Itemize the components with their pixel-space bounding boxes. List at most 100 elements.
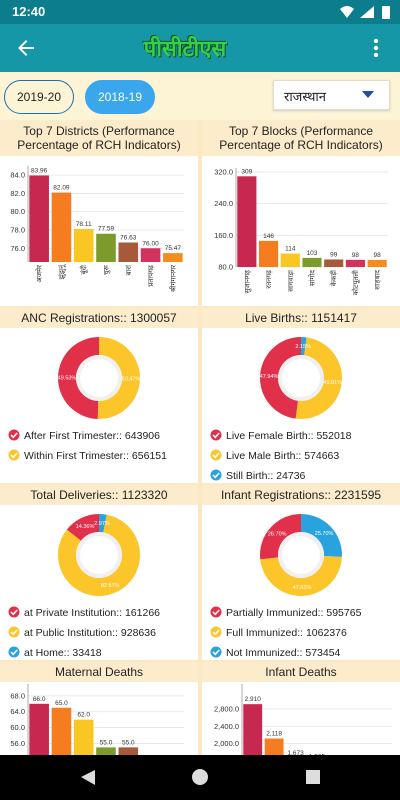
legend-label: Partially Immunized:: 595765 <box>226 607 362 619</box>
legend-icon <box>210 626 222 638</box>
value-label: 82.09 <box>53 185 70 192</box>
slice-label: 26.70% <box>268 532 287 538</box>
x-tick-label: केकड़ी <box>329 270 338 286</box>
legend-label: Still Birth:: 24736 <box>226 470 306 482</box>
x-tick-label: बारां <box>125 265 133 276</box>
value-label: 98 <box>374 252 382 259</box>
legend-label: at Home:: 33418 <box>24 647 102 659</box>
bar <box>140 248 161 262</box>
legend-label: Live Female Birth:: 552018 <box>226 430 352 442</box>
slice-label: 82.67% <box>101 583 120 589</box>
x-tick-label: बूंदी <box>79 265 88 275</box>
value-label: 2,910 <box>245 696 262 703</box>
legend-check <box>212 472 220 479</box>
panel-header: Top 7 Blocks (Performance Percentage of … <box>202 120 400 156</box>
legend-label: Full Immunized:: 1062376 <box>226 627 347 639</box>
bar-chart: 76.0 78.0 80.0 82.0 84.0 83.96 अजमेर 82.09 झुंझु… <box>10 166 184 292</box>
slice-label: 47.94% <box>260 374 279 380</box>
y-tick-label: 56.0 <box>10 739 25 748</box>
state-dropdown[interactable]: राजस्थान <box>273 80 390 110</box>
panel-body: 14.36% 82.67% 2.97% at Private Institution:… <box>0 505 198 660</box>
donut-hole <box>80 359 118 397</box>
legend-label: Live Male Birth:: 574663 <box>226 450 339 462</box>
panel-title: ANC Registrations:: 1300057 <box>21 311 177 325</box>
x-tick-label: श्रीगंगानगर <box>168 265 177 292</box>
year-button[interactable]: 2019-20 <box>4 80 74 114</box>
value-label: 76.63 <box>120 235 137 242</box>
bar <box>51 192 72 262</box>
legend-check <box>10 452 18 459</box>
menu-button[interactable] <box>366 36 386 60</box>
slice-label: 49.91% <box>323 380 342 386</box>
value-label: 78.11 <box>76 221 92 228</box>
legend-check <box>10 609 18 616</box>
x-tick-label: कोटपूतली <box>351 270 360 295</box>
value-label: 75.47 <box>165 245 182 252</box>
back-button[interactable] <box>14 36 38 60</box>
y-tick-label: 2,400.0 <box>214 722 239 731</box>
bar <box>96 233 116 262</box>
donut-slice <box>99 514 107 533</box>
y-tick-label: 160.0 <box>214 231 233 240</box>
value-label: 2,118 <box>266 731 282 738</box>
status-time: 12:40 <box>12 4 46 19</box>
donut-chart: 26.70%47.61% 25.70%Partially Immunized:: … <box>210 514 362 659</box>
legend-icon <box>8 449 20 461</box>
dropdown-arrow <box>362 91 374 98</box>
panel-body: 80.0 160.0 240.0 320.0 309 सुजानगढ़ 146 रतनगढ़ 1… <box>202 156 400 306</box>
panel-body: 49.53% 50.47% After First Trimester:: 6439… <box>0 328 198 483</box>
value-label: 99 <box>330 251 338 258</box>
bar <box>302 257 322 267</box>
panel-title: Infant Registrations:: 2231595 <box>220 488 382 502</box>
legend-label: at Public Institution:: 928636 <box>24 627 156 639</box>
x-tick-label: चुरू <box>104 264 111 274</box>
panel-header: Live Births:: 1151417 <box>202 308 400 328</box>
legend-check <box>212 452 220 459</box>
legend-check <box>10 649 18 656</box>
panel-header: Infant Registrations:: 2231595 <box>202 485 400 505</box>
value-label: 1,673 <box>287 750 304 757</box>
value-label: 66.0 <box>33 696 46 703</box>
state-label: राजस्थान <box>284 90 327 105</box>
y-tick-label: 84.0 <box>10 171 25 180</box>
value-label: 55.0 <box>122 739 135 746</box>
value-label: 309 <box>241 168 252 175</box>
bar <box>237 176 257 267</box>
donut-slice <box>260 556 342 596</box>
donut-hole <box>282 359 320 397</box>
panel-header: ANC Registrations:: 1300057 <box>0 308 198 328</box>
status-bar: 12:40 <box>0 0 400 24</box>
donut-chart: 14.36% 82.67% 2.97% at Private Institution:… <box>8 514 160 659</box>
donut-slice <box>66 514 99 541</box>
donut-slice <box>57 514 140 596</box>
panel-body: 26.70%47.61% 25.70%Partially Immunized:: … <box>202 505 400 660</box>
panel-title: Maternal Deaths <box>54 665 144 679</box>
legend-label: After First Trimester:: 643906 <box>24 430 160 442</box>
slice-label: 49.53% <box>58 376 77 382</box>
value-label: 76.00 <box>142 240 159 247</box>
bar <box>118 242 139 262</box>
bar <box>280 253 300 267</box>
panel-title: Live Births:: 1151417 <box>245 311 357 325</box>
app-bar: पीसीटीएस <box>0 24 400 72</box>
legend-label: at Private Institution:: 161266 <box>24 607 160 619</box>
slice-label: 25.70% <box>315 531 334 537</box>
legend-label: Within First Trimester:: 656151 <box>24 450 167 462</box>
bar-chart: 80.0 160.0 240.0 320.0 309 सुजानगढ़ 146 रतनगढ़ 1… <box>214 167 388 295</box>
bar <box>73 228 94 262</box>
status-icons <box>340 6 390 19</box>
x-tick-label: प्रतापगढ़ <box>148 264 155 287</box>
year-button[interactable]: 2018-19 <box>85 80 155 114</box>
slice-label: 47.61% <box>293 585 312 591</box>
value-label: 65.0 <box>55 700 68 707</box>
y-tick-label: 2,800.0 <box>214 704 239 713</box>
y-tick-label: 320.0 <box>214 167 233 176</box>
donut-hole <box>282 536 320 574</box>
panel-header: Infant Deaths <box>202 662 400 682</box>
value-label: 55.0 <box>100 739 113 746</box>
y-tick-label: 76.0 <box>10 244 25 253</box>
x-tick-label: सांगोद <box>308 270 317 286</box>
legend-check <box>10 629 18 636</box>
legend-icon <box>8 626 20 638</box>
